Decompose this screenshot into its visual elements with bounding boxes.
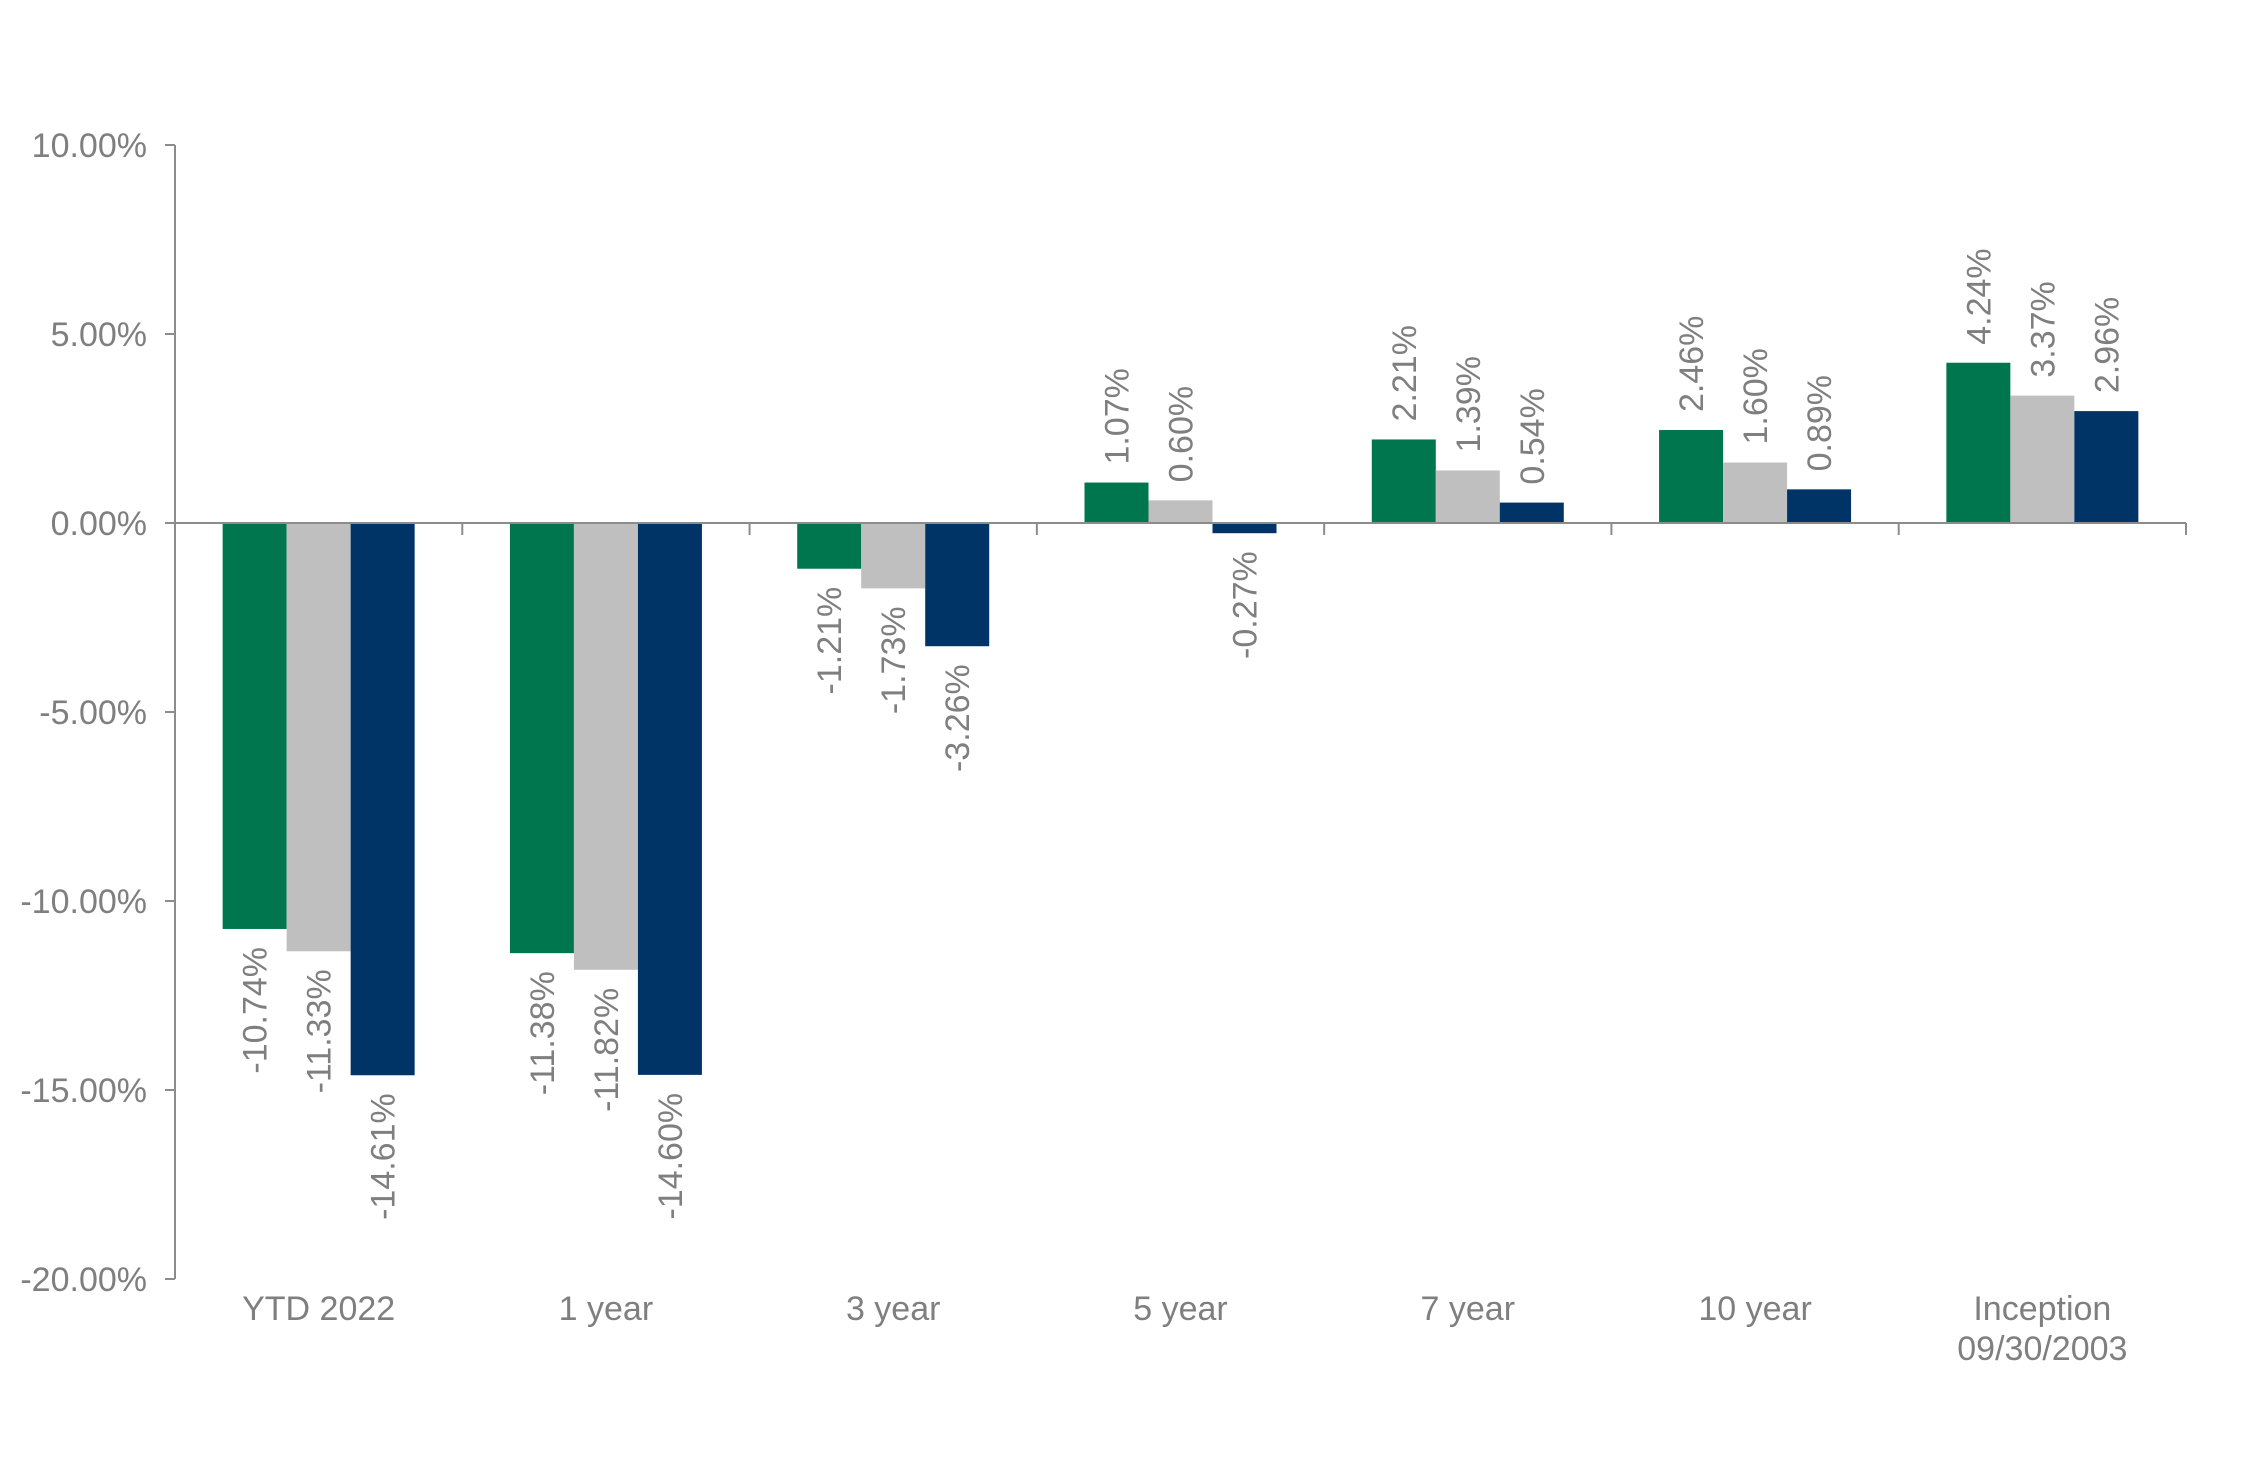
y-tick-label: -15.00%: [20, 1072, 147, 1110]
bar-series-3: [925, 523, 990, 647]
bar-series-2: [861, 523, 926, 589]
data-label: 2.46%: [1673, 316, 1711, 412]
data-labels: -10.74% -11.33% -14.61% -11.38% -11.82% -14.6…: [237, 248, 2127, 1220]
category-label: YTD 2022: [242, 1290, 395, 1328]
y-tick-label: -10.00%: [20, 883, 147, 921]
category-labels: YTD 2022 1 year 3 year 5 year 7 year 10 year I…: [242, 1290, 2127, 1368]
data-label: -14.61%: [365, 1093, 403, 1220]
bar-series-1: [797, 523, 862, 569]
bar-series-2: [1435, 470, 1500, 523]
bar-series-2: [1723, 462, 1788, 523]
y-tick-label: 0.00%: [51, 505, 147, 543]
bar-series-3: [1212, 523, 1277, 534]
data-label: -0.27%: [1227, 551, 1265, 659]
data-label: 1.60%: [1737, 348, 1775, 444]
category-label: 5 year: [1133, 1290, 1228, 1328]
bar-series-2: [1148, 500, 1213, 523]
data-label: 2.21%: [1386, 325, 1424, 421]
bar-series-1: [222, 523, 287, 929]
y-tick-label: -5.00%: [39, 694, 147, 732]
data-label: 0.89%: [1801, 375, 1839, 471]
y-tick-label: 10.00%: [32, 127, 147, 165]
category-label: 7 year: [1421, 1290, 1516, 1328]
data-label: -10.74%: [237, 947, 275, 1074]
bar-series-1: [509, 523, 574, 954]
bar-series-1: [1371, 439, 1436, 523]
data-label: -3.26%: [939, 664, 977, 772]
bar-series-1: [1084, 482, 1149, 523]
category-label: Inception: [1973, 1290, 2111, 1328]
data-label: 0.60%: [1163, 386, 1201, 482]
bar-series-3: [1787, 489, 1852, 523]
data-label: -11.38%: [524, 971, 562, 1095]
bar-series-3: [2074, 411, 2139, 523]
category-label: 3 year: [846, 1290, 941, 1328]
data-label: -11.82%: [588, 988, 626, 1112]
bar-series-1: [1659, 430, 1724, 523]
data-label: -11.33%: [301, 969, 339, 1093]
y-tick-label: -20.00%: [20, 1261, 147, 1299]
data-label: 2.96%: [2088, 297, 2126, 393]
data-label: 1.07%: [1099, 368, 1137, 464]
bar-series-2: [2010, 395, 2075, 523]
bar-series-2: [573, 523, 638, 970]
bar-series-2: [286, 523, 351, 952]
bar-series-3: [350, 523, 415, 1076]
bars: [222, 362, 2139, 1076]
bar-series-3: [637, 523, 702, 1075]
bar-series-3: [1499, 502, 1564, 523]
data-label: 0.54%: [1514, 388, 1552, 484]
category-label: 1 year: [559, 1290, 654, 1328]
y-tick-label: 5.00%: [51, 316, 147, 354]
bar-series-1: [1946, 362, 2011, 523]
data-label: 1.39%: [1450, 356, 1488, 452]
data-label: -1.73%: [875, 606, 913, 714]
category-label: 10 year: [1698, 1290, 1811, 1328]
data-label: 3.37%: [2024, 281, 2062, 377]
data-label: -1.21%: [811, 587, 849, 695]
x-axis: [174, 522, 2187, 535]
data-label: 4.24%: [1960, 248, 1998, 344]
category-label: 09/30/2003: [1957, 1330, 2127, 1368]
data-label: -14.60%: [652, 1093, 690, 1220]
y-axis: 10.00% 5.00% 0.00% -5.00% -10.00% -15.00% -20.…: [20, 127, 176, 1299]
